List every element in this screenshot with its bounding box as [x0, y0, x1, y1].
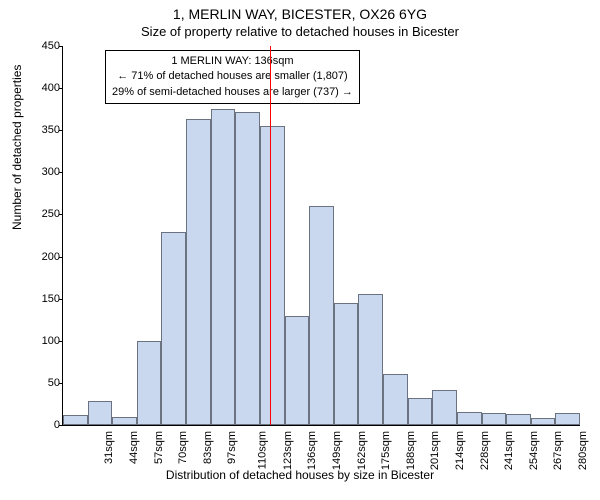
- histogram-bar: [137, 341, 162, 425]
- histogram-bar: [186, 119, 211, 425]
- x-tick-label: 83sqm: [202, 431, 214, 464]
- histogram-bar: [285, 316, 310, 425]
- x-tick-label: 110sqm: [256, 431, 268, 469]
- x-tick-label: 97sqm: [226, 431, 238, 464]
- y-tick-label: 50: [30, 377, 60, 389]
- x-tick-label: 228sqm: [479, 431, 491, 470]
- x-tick-label: 44sqm: [128, 431, 140, 464]
- infobox-line2: ← 71% of detached houses are smaller (1,…: [112, 69, 353, 84]
- histogram-bar: [555, 413, 580, 425]
- histogram-bar: [260, 126, 285, 425]
- histogram-bar: [506, 414, 531, 425]
- x-tick-label: 267sqm: [553, 431, 565, 470]
- property-marker-line: [270, 46, 271, 425]
- y-tick-label: 0: [30, 419, 60, 431]
- infobox-line1: 1 MERLIN WAY: 136sqm: [112, 54, 353, 69]
- x-tick-label: 57sqm: [153, 431, 165, 464]
- x-tick-label: 123sqm: [282, 431, 294, 470]
- y-tick-label: 400: [30, 82, 60, 94]
- histogram-bar: [211, 109, 236, 425]
- histogram-bar: [161, 232, 186, 425]
- histogram-bar: [383, 374, 408, 425]
- y-tick-label: 350: [30, 124, 60, 136]
- histogram-bar: [309, 206, 334, 425]
- x-tick-label: 241sqm: [503, 431, 515, 470]
- x-tick-label: 149sqm: [331, 431, 343, 470]
- histogram-bar: [482, 413, 507, 425]
- histogram-bar: [457, 412, 482, 425]
- histogram-bar: [358, 294, 383, 425]
- y-tick-label: 150: [30, 293, 60, 305]
- chart-container: 1, MERLIN WAY, BICESTER, OX26 6YG Size o…: [0, 0, 600, 500]
- y-tick-label: 450: [30, 40, 60, 52]
- x-tick-label: 280sqm: [577, 431, 589, 470]
- y-axis-label: Number of detached properties: [10, 65, 24, 230]
- x-tick-label: 175sqm: [380, 431, 392, 470]
- infobox-line3: 29% of semi-detached houses are larger (…: [112, 85, 353, 100]
- x-tick-label: 214sqm: [454, 431, 466, 470]
- histogram-bar: [408, 398, 433, 425]
- x-tick-label: 162sqm: [356, 431, 368, 470]
- page-title: 1, MERLIN WAY, BICESTER, OX26 6YG: [0, 6, 600, 22]
- histogram-bar: [112, 417, 137, 425]
- histogram-bar: [88, 401, 113, 425]
- x-tick-label: 70sqm: [177, 431, 189, 464]
- y-tick-label: 250: [30, 208, 60, 220]
- histogram-bar: [432, 390, 457, 425]
- histogram-bar: [63, 415, 88, 425]
- x-tick-label: 254sqm: [528, 431, 540, 470]
- histogram-bar: [334, 303, 359, 425]
- x-tick-label: 188sqm: [405, 431, 417, 470]
- x-tick-label: 31sqm: [103, 431, 115, 464]
- x-tick-label: 136sqm: [306, 431, 318, 470]
- chart-plot-area: 1 MERLIN WAY: 136sqm ← 71% of detached h…: [62, 46, 580, 426]
- x-tick-label: 201sqm: [429, 431, 441, 470]
- y-tick-label: 300: [30, 166, 60, 178]
- y-tick-label: 200: [30, 251, 60, 263]
- info-box: 1 MERLIN WAY: 136sqm ← 71% of detached h…: [105, 50, 360, 104]
- y-tick-label: 100: [30, 335, 60, 347]
- page-subtitle: Size of property relative to detached ho…: [0, 24, 600, 39]
- histogram-bar: [235, 112, 260, 425]
- histogram-bar: [531, 418, 556, 425]
